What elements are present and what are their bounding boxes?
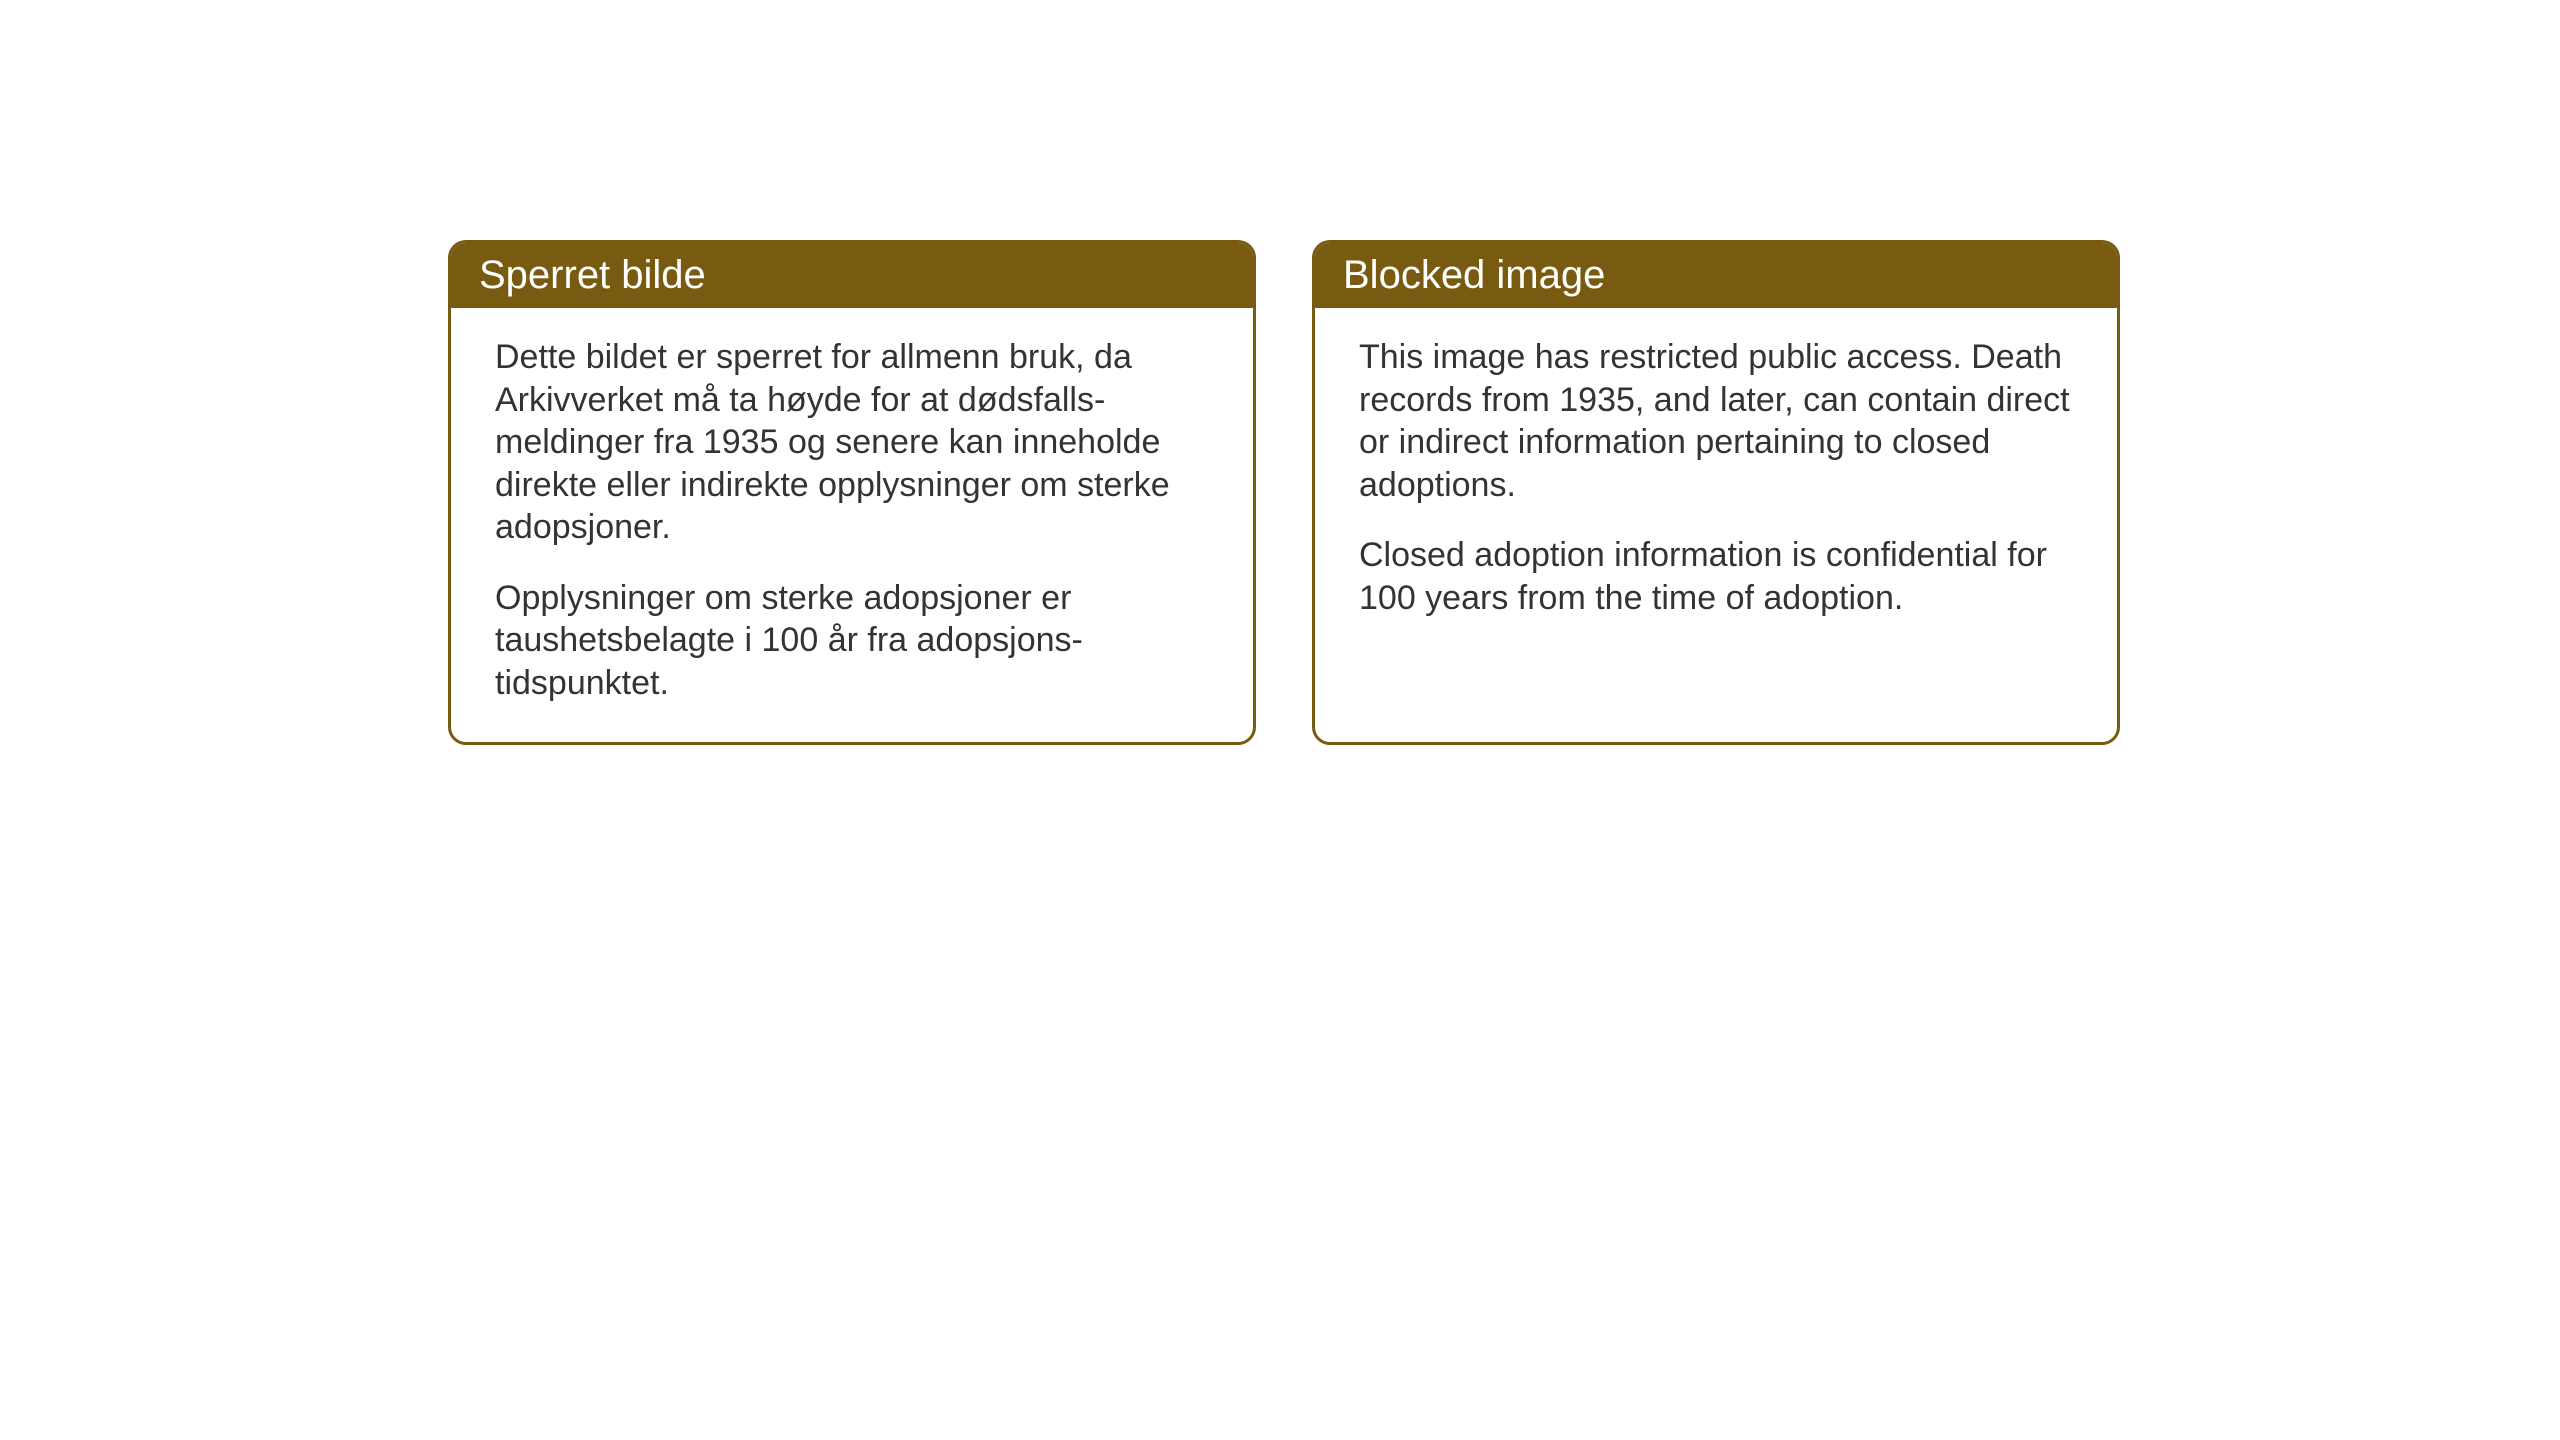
english-info-card: Blocked image This image has restricted … xyxy=(1312,240,2120,745)
norwegian-card-body: Dette bildet er sperret for allmenn bruk… xyxy=(451,308,1253,742)
english-paragraph-2: Closed adoption information is confident… xyxy=(1359,534,2073,619)
norwegian-paragraph-1: Dette bildet er sperret for allmenn bruk… xyxy=(495,336,1209,549)
english-paragraph-1: This image has restricted public access.… xyxy=(1359,336,2073,506)
info-cards-container: Sperret bilde Dette bildet er sperret fo… xyxy=(448,240,2560,745)
english-card-title: Blocked image xyxy=(1315,243,2117,308)
norwegian-card-title: Sperret bilde xyxy=(451,243,1253,308)
english-card-body: This image has restricted public access.… xyxy=(1315,308,2117,657)
english-card-text: This image has restricted public access.… xyxy=(1359,336,2073,619)
norwegian-info-card: Sperret bilde Dette bildet er sperret fo… xyxy=(448,240,1256,745)
norwegian-paragraph-2: Opplysninger om sterke adopsjoner er tau… xyxy=(495,577,1209,705)
norwegian-card-text: Dette bildet er sperret for allmenn bruk… xyxy=(495,336,1209,704)
